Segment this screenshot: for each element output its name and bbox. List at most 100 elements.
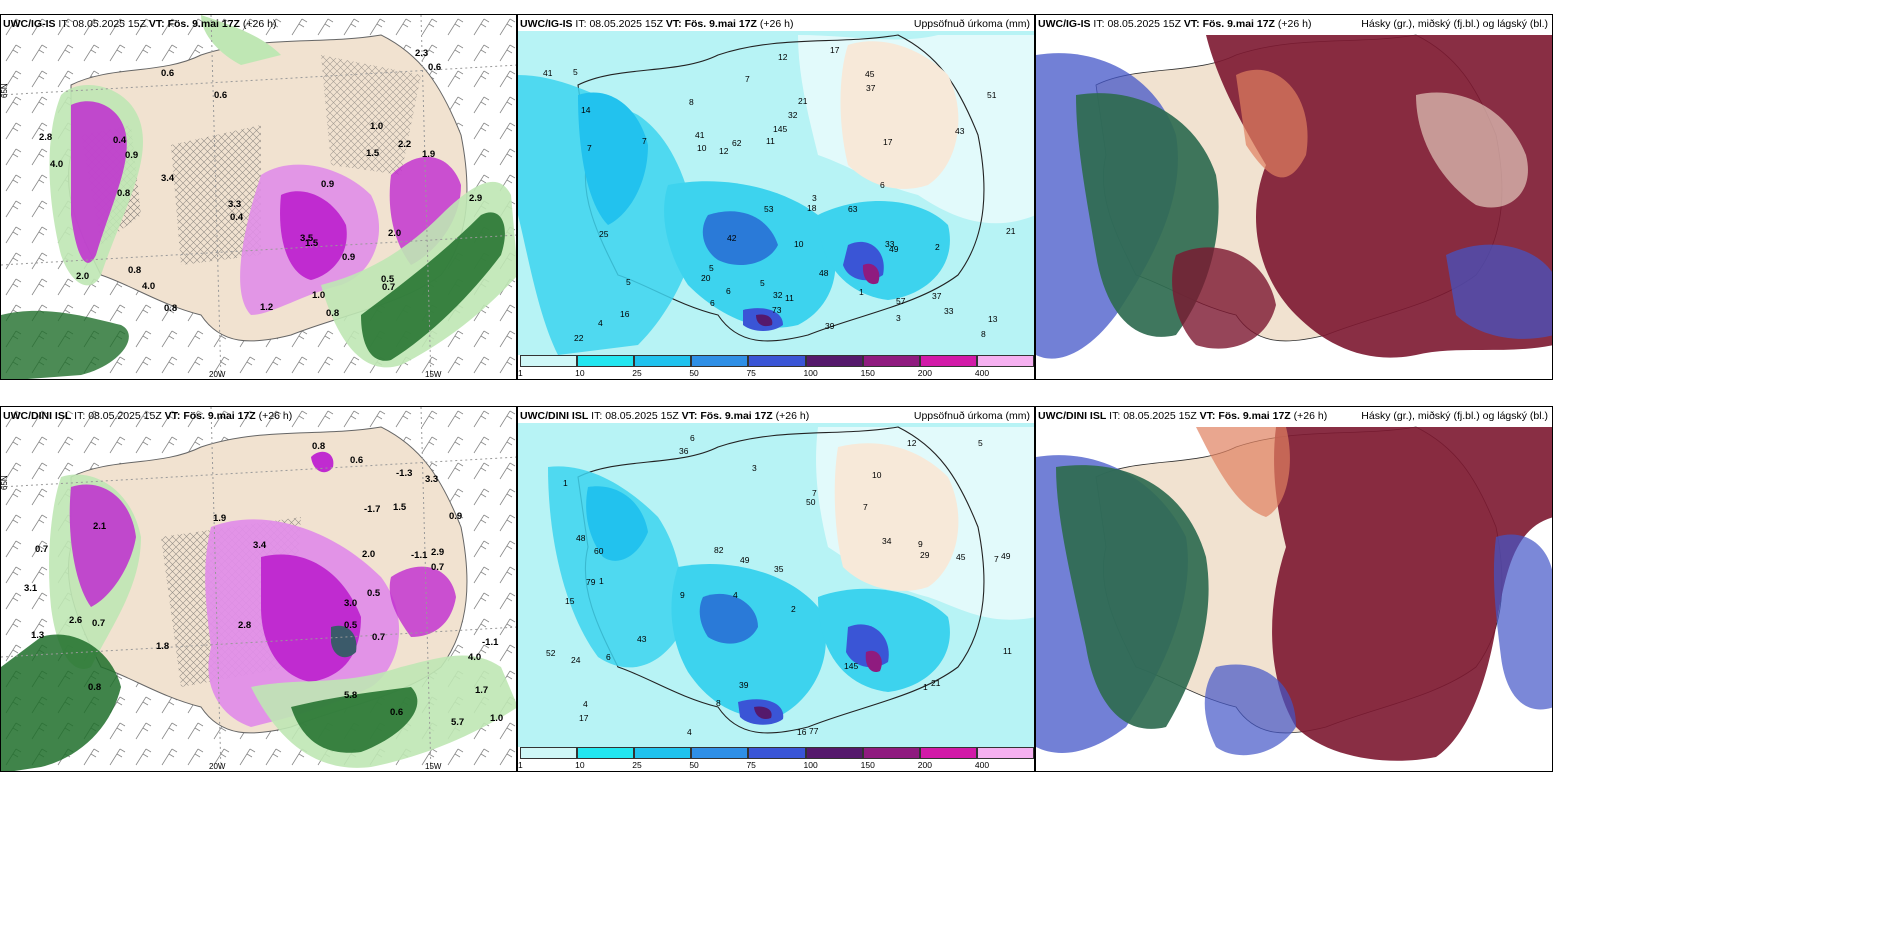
value-label: 0.5 [367, 588, 381, 599]
value-label: 21 [798, 96, 808, 106]
colorbar-tick: 100 [803, 760, 818, 770]
map-panel-bottom-right: UWC/DINI ISL IT: 08.05.2025 15Z VT: Fös.… [1035, 406, 1553, 772]
value-label: 82 [714, 545, 724, 555]
vt-value: Fös. 9.mai 17Z [167, 18, 240, 30]
low-cloud [1493, 534, 1552, 710]
value-label: -1.3 [396, 468, 412, 479]
magenta-area [311, 451, 334, 473]
value-label: 1 [599, 576, 604, 586]
value-label: 18 [807, 203, 817, 213]
value-labels: 0.8 0.6 0.8 0.4 2.2 1.0 2.9 3.4 0.4 4.0 2.0 2.8 3.3 3… [39, 48, 482, 319]
dry-land [834, 443, 959, 591]
colorbar-tick: 25 [632, 760, 642, 770]
colorbar-swatch [520, 747, 578, 759]
it-label: IT: [1109, 410, 1121, 422]
value-label: 32 [788, 110, 798, 120]
vt-label: VT: [665, 18, 682, 30]
value-label: 0.9 [125, 150, 138, 161]
panel-header: UWC/DINI ISL IT: 08.05.2025 15Z VT: Fös.… [3, 410, 292, 422]
value-label: 0.8 [312, 441, 325, 452]
value-label: 49 [889, 244, 899, 254]
precip-extreme [756, 314, 773, 327]
value-label: 12 [778, 52, 788, 62]
value-label: 0.5 [344, 620, 358, 631]
value-label: 8 [981, 329, 986, 339]
value-label: 3 [896, 313, 901, 323]
colorbar-swatch [805, 355, 863, 367]
dry-land [840, 41, 959, 189]
value-label: 3 [812, 193, 817, 203]
value-label: 17 [883, 137, 893, 147]
value-label: 0.9 [321, 179, 334, 190]
value-label: 1.0 [370, 121, 383, 132]
value-label: 37 [866, 83, 876, 93]
value-label: 8 [716, 698, 721, 708]
colorbar-tick: 75 [746, 368, 756, 378]
value-label: 15 [565, 596, 575, 606]
value-label: 4.0 [50, 159, 63, 170]
it-value: 08.05.2025 15Z [1107, 18, 1181, 30]
high-cloud [1172, 247, 1276, 349]
value-label: 49 [740, 555, 750, 565]
lat-label: 65N [1, 475, 9, 490]
value-label: 41 [543, 68, 553, 78]
value-label: 3.0 [344, 598, 357, 609]
value-label: 0.7 [382, 282, 395, 293]
value-label: 5 [760, 278, 765, 288]
value-label: 0.8 [164, 303, 177, 314]
value-label: 4.0 [468, 652, 481, 663]
it-value: 08.05.2025 15Z [88, 410, 162, 422]
vt-label: VT: [1183, 18, 1200, 30]
value-label: 51 [987, 90, 997, 100]
colorbar-tick: 400 [974, 760, 990, 770]
value-label: 11 [785, 293, 794, 303]
value-label: 2.0 [388, 228, 401, 239]
vt-value: Fös. 9.mai 17Z [1202, 18, 1275, 30]
mid-cloud [1056, 465, 1209, 729]
vt-value: Fös. 9.mai 17Z [183, 410, 256, 422]
value-label: 2.6 [69, 615, 82, 626]
value-label: 6 [690, 433, 695, 443]
value-label: 29 [920, 550, 930, 560]
value-label: 9 [918, 539, 923, 549]
magenta-area [71, 101, 127, 263]
value-label: 2.9 [431, 547, 444, 558]
value-label: 0.7 [431, 562, 444, 573]
value-label: 63 [848, 204, 858, 214]
colorbar-swatch [691, 747, 749, 759]
map-panel-bottom-middle: UWC/DINI ISL IT: 08.05.2025 15Z VT: Fös.… [517, 406, 1035, 772]
value-label: 5.7 [451, 717, 464, 728]
value-label: 5.8 [344, 690, 357, 701]
value-label: 1 [859, 287, 864, 297]
it-label: IT: [591, 410, 603, 422]
map-panel-top-left: UWC/IG-IS IT: 08.05.2025 15Z VT: Fös. 9.… [0, 14, 517, 380]
value-label: 0.6 [214, 90, 227, 101]
value-label: 0.5 [381, 274, 395, 285]
value-label: 0.6 [428, 62, 441, 73]
value-label: 11 [766, 136, 775, 146]
value-label: 13 [988, 314, 998, 324]
dark-core [331, 625, 357, 658]
model-name: UWC/DINI ISL [520, 410, 589, 422]
vt-value: Fös. 9.mai 17Z [684, 18, 757, 30]
colorbar-tick: 10 [575, 760, 585, 770]
vt-label: VT: [148, 18, 165, 30]
vt-label: VT: [164, 410, 181, 422]
value-label: 6 [606, 652, 611, 662]
high-cloud-thin [1236, 69, 1308, 178]
precip-extreme [865, 650, 882, 673]
value-label: 43 [955, 126, 965, 136]
value-label: 4 [598, 318, 603, 328]
value-label: 4.0 [142, 281, 155, 292]
value-label: -1.7 [364, 504, 380, 515]
panel-title: Hásky (gr.), miðský (fj.bl.) og lágský (… [1361, 18, 1548, 30]
value-label: 7 [745, 74, 750, 84]
value-label: 1.0 [312, 290, 325, 301]
vt-value: Fös. 9.mai 17Z [1218, 410, 1291, 422]
panel-title: Hásky (gr.), miðský (fj.bl.) og lágský (… [1361, 410, 1548, 422]
value-label: 3.4 [253, 540, 267, 551]
value-label: 10 [794, 239, 804, 249]
value-label: 0.7 [92, 618, 105, 629]
